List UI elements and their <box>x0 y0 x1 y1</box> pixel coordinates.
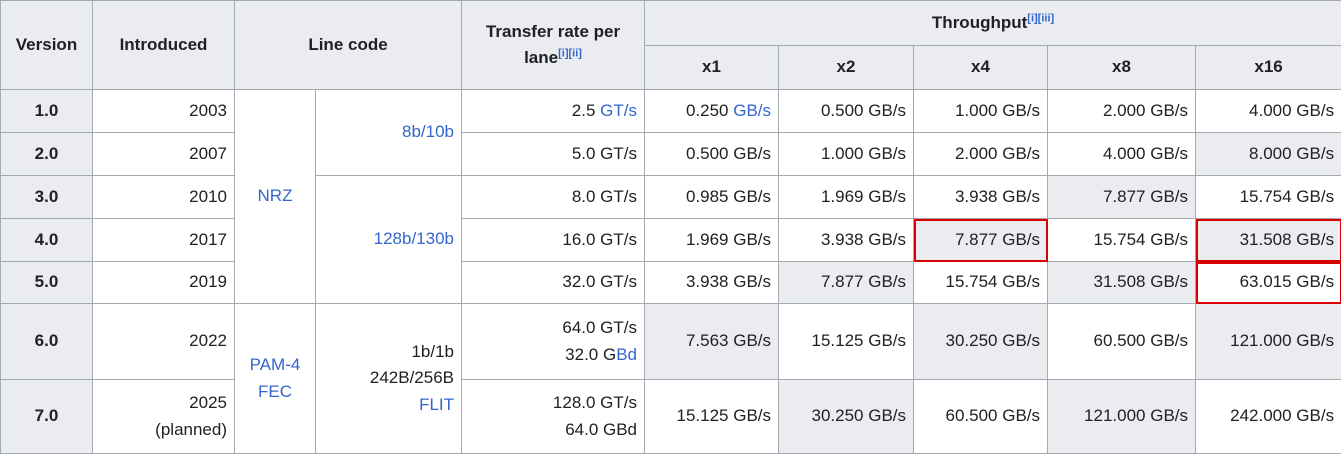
throughput-x4-cell: 1.000 GB/s <box>913 89 1049 133</box>
header-lane-x8: x8 <box>1047 45 1197 90</box>
throughput-x2-cell: 7.877 GB/s <box>778 261 915 304</box>
throughput-x8-cell: 31.508 GB/s <box>1047 261 1197 304</box>
throughput-x2-cell: 15.125 GB/s <box>778 303 915 380</box>
header-lane-x16: x16 <box>1195 45 1341 90</box>
throughput-x16-cell-highlighted: 63.015 GB/s <box>1195 261 1341 304</box>
throughput-x8-cell: 4.000 GB/s <box>1047 132 1197 176</box>
introduced-cell: 2022 <box>92 303 235 380</box>
transfer-rate-cell: 2.5 GT/s <box>461 89 646 133</box>
table-row: 3.0 2010 128b/130b 8.0 GT/s 0.985 GB/s 1… <box>0 175 1341 304</box>
throughput-x1-cell: 15.125 GB/s <box>644 379 780 454</box>
throughput-x1-cell: 7.563 GB/s <box>644 303 780 380</box>
introduced-cell: 2019 <box>92 261 235 304</box>
encoding-128b130b-cell: 128b/130b <box>314 175 463 304</box>
throughput-x4-cell: 3.938 GB/s <box>913 175 1049 219</box>
transfer-rate-cell: 64.0 GT/s 32.0 GBd <box>461 303 646 380</box>
nrz-link-text[interactable]: NRZ <box>257 186 293 206</box>
line-code-pam4-fec-cell: PAM-4 FEC <box>234 303 316 454</box>
transfer-rate-footnote-link[interactable]: [i][ii] <box>558 47 582 60</box>
throughput-x2-cell: 30.250 GB/s <box>778 379 915 454</box>
gbs-link[interactable]: GB/s <box>733 100 772 120</box>
throughput-footnote-link[interactable]: [i][iii] <box>1027 12 1055 25</box>
version-cell: 1.0 <box>0 89 93 133</box>
encoding-flit-line2: 242B/256B <box>369 368 455 388</box>
throughput-x4-cell: 30.250 GB/s <box>913 303 1049 380</box>
header-version: Version <box>0 0 93 90</box>
introduced-cell: 2010 <box>92 175 235 219</box>
transfer-rate-cell: 32.0 GT/s <box>461 261 646 304</box>
introduced-cell: 2025 (planned) <box>92 379 235 454</box>
throughput-x1-cell: 3.938 GB/s <box>644 261 780 304</box>
introduced-cell: 2003 <box>92 89 235 133</box>
encoding-8b10b-cell: 8b/10b <box>314 89 463 176</box>
table-row: 1.0 2003 NRZ 8b/10b 2.5 GT/s 0.250 GB/s … <box>0 89 1341 304</box>
transfer-rate-cell: 5.0 GT/s <box>461 132 646 176</box>
throughput-x8-cell: 2.000 GB/s <box>1047 89 1197 133</box>
header-lane-x4: x4 <box>913 45 1049 90</box>
table-row: 4.0 2017 16.0 GT/s 1.969 GB/s 3.938 GB/s… <box>0 218 1341 262</box>
version-cell: 2.0 <box>0 132 93 176</box>
throughput-x16-cell: 121.000 GB/s <box>1195 303 1341 380</box>
throughput-x1-cell: 0.985 GB/s <box>644 175 780 219</box>
pam4-link[interactable]: PAM-4 <box>249 355 301 375</box>
line-code-nrz-link[interactable]: NRZ <box>234 89 316 304</box>
introduced-cell: 2017 <box>92 218 235 262</box>
introduced-note: (planned) <box>155 419 227 439</box>
header-line-code: Line code <box>233 0 463 90</box>
throughput-x8-cell: 7.877 GB/s <box>1047 175 1197 219</box>
throughput-x4-cell-highlighted: 7.877 GB/s <box>913 218 1049 262</box>
introduced-cell: 2007 <box>92 132 235 176</box>
header-throughput: Throughput[i][iii] <box>644 0 1341 46</box>
throughput-x16-cell: 15.754 GB/s <box>1195 175 1341 219</box>
throughput-x1-cell: 0.250 GB/s <box>644 89 780 133</box>
throughput-x16-cell-highlighted: 31.508 GB/s <box>1195 218 1341 262</box>
header-transfer-rate-line2: lane <box>524 48 559 67</box>
encoding-flit-cell: 1b/1b 242B/256B FLIT <box>314 303 463 454</box>
throughput-x16-cell: 242.000 GB/s <box>1195 379 1341 454</box>
baud-link[interactable]: Bd <box>616 344 638 364</box>
throughput-x16-cell: 8.000 GB/s <box>1195 132 1341 176</box>
header-transfer-rate: Transfer rate per lane[i][ii] <box>461 0 646 90</box>
fec-link[interactable]: FEC <box>258 381 292 401</box>
header-introduced: Introduced <box>92 0 235 90</box>
encoding-128b130b-link[interactable]: 128b/130b <box>373 229 455 249</box>
throughput-x2-cell: 1.969 GB/s <box>778 175 915 219</box>
throughput-x16-cell: 4.000 GB/s <box>1195 89 1341 133</box>
transfer-rate-cell: 8.0 GT/s <box>461 175 646 219</box>
throughput-x8-cell: 121.000 GB/s <box>1047 379 1197 454</box>
throughput-x8-cell: 15.754 GB/s <box>1047 218 1197 262</box>
version-cell: 7.0 <box>0 379 93 454</box>
table-row: 5.0 2019 32.0 GT/s 3.938 GB/s 7.877 GB/s… <box>0 261 1341 304</box>
version-cell: 4.0 <box>0 218 93 262</box>
table-row: 2.0 2007 5.0 GT/s 0.500 GB/s 1.000 GB/s … <box>0 132 1341 176</box>
flit-link[interactable]: FLIT <box>419 394 455 414</box>
throughput-x1-cell: 1.969 GB/s <box>644 218 780 262</box>
version-cell: 6.0 <box>0 303 93 380</box>
header-lane-x2: x2 <box>778 45 915 90</box>
transfer-rate-cell: 128.0 GT/s 64.0 GBd <box>461 379 646 454</box>
throughput-x8-cell: 60.500 GB/s <box>1047 303 1197 380</box>
version-cell: 5.0 <box>0 261 93 304</box>
header-row-1: Version Introduced Line code Transfer ra… <box>0 0 1341 90</box>
transfer-rate-cell: 16.0 GT/s <box>461 218 646 262</box>
throughput-x2-cell: 1.000 GB/s <box>778 132 915 176</box>
encoding-8b10b-link[interactable]: 8b/10b <box>402 122 455 142</box>
header-throughput-label: Throughput <box>931 12 1028 32</box>
throughput-x4-cell: 15.754 GB/s <box>913 261 1049 304</box>
header-row-2: x1 x2 x4 x8 x16 <box>1 45 1341 90</box>
throughput-x2-cell: 0.500 GB/s <box>778 89 915 133</box>
header-transfer-rate-line1: Transfer rate per <box>485 21 621 41</box>
throughput-x4-cell: 2.000 GB/s <box>913 132 1049 176</box>
throughput-x2-cell: 3.938 GB/s <box>778 218 915 262</box>
gts-link[interactable]: GT/s <box>600 100 638 120</box>
version-cell: 3.0 <box>0 175 93 219</box>
header-lane-x1: x1 <box>644 45 780 90</box>
table-row: 6.0 2022 PAM-4 FEC 1b/1b 242B/256B FLIT … <box>0 303 1341 454</box>
throughput-x4-cell: 60.500 GB/s <box>913 379 1049 454</box>
table-row: 7.0 2025 (planned) 128.0 GT/s 64.0 GBd 1… <box>0 379 1341 454</box>
encoding-flit-line1: 1b/1b <box>411 341 455 361</box>
throughput-x1-cell: 0.500 GB/s <box>644 132 780 176</box>
